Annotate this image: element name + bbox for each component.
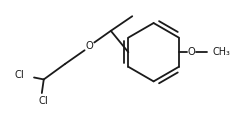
Text: O: O — [86, 41, 93, 51]
Text: Cl: Cl — [39, 96, 49, 106]
Text: Cl: Cl — [15, 70, 24, 80]
Text: O: O — [188, 47, 195, 57]
Text: CH₃: CH₃ — [213, 47, 231, 57]
